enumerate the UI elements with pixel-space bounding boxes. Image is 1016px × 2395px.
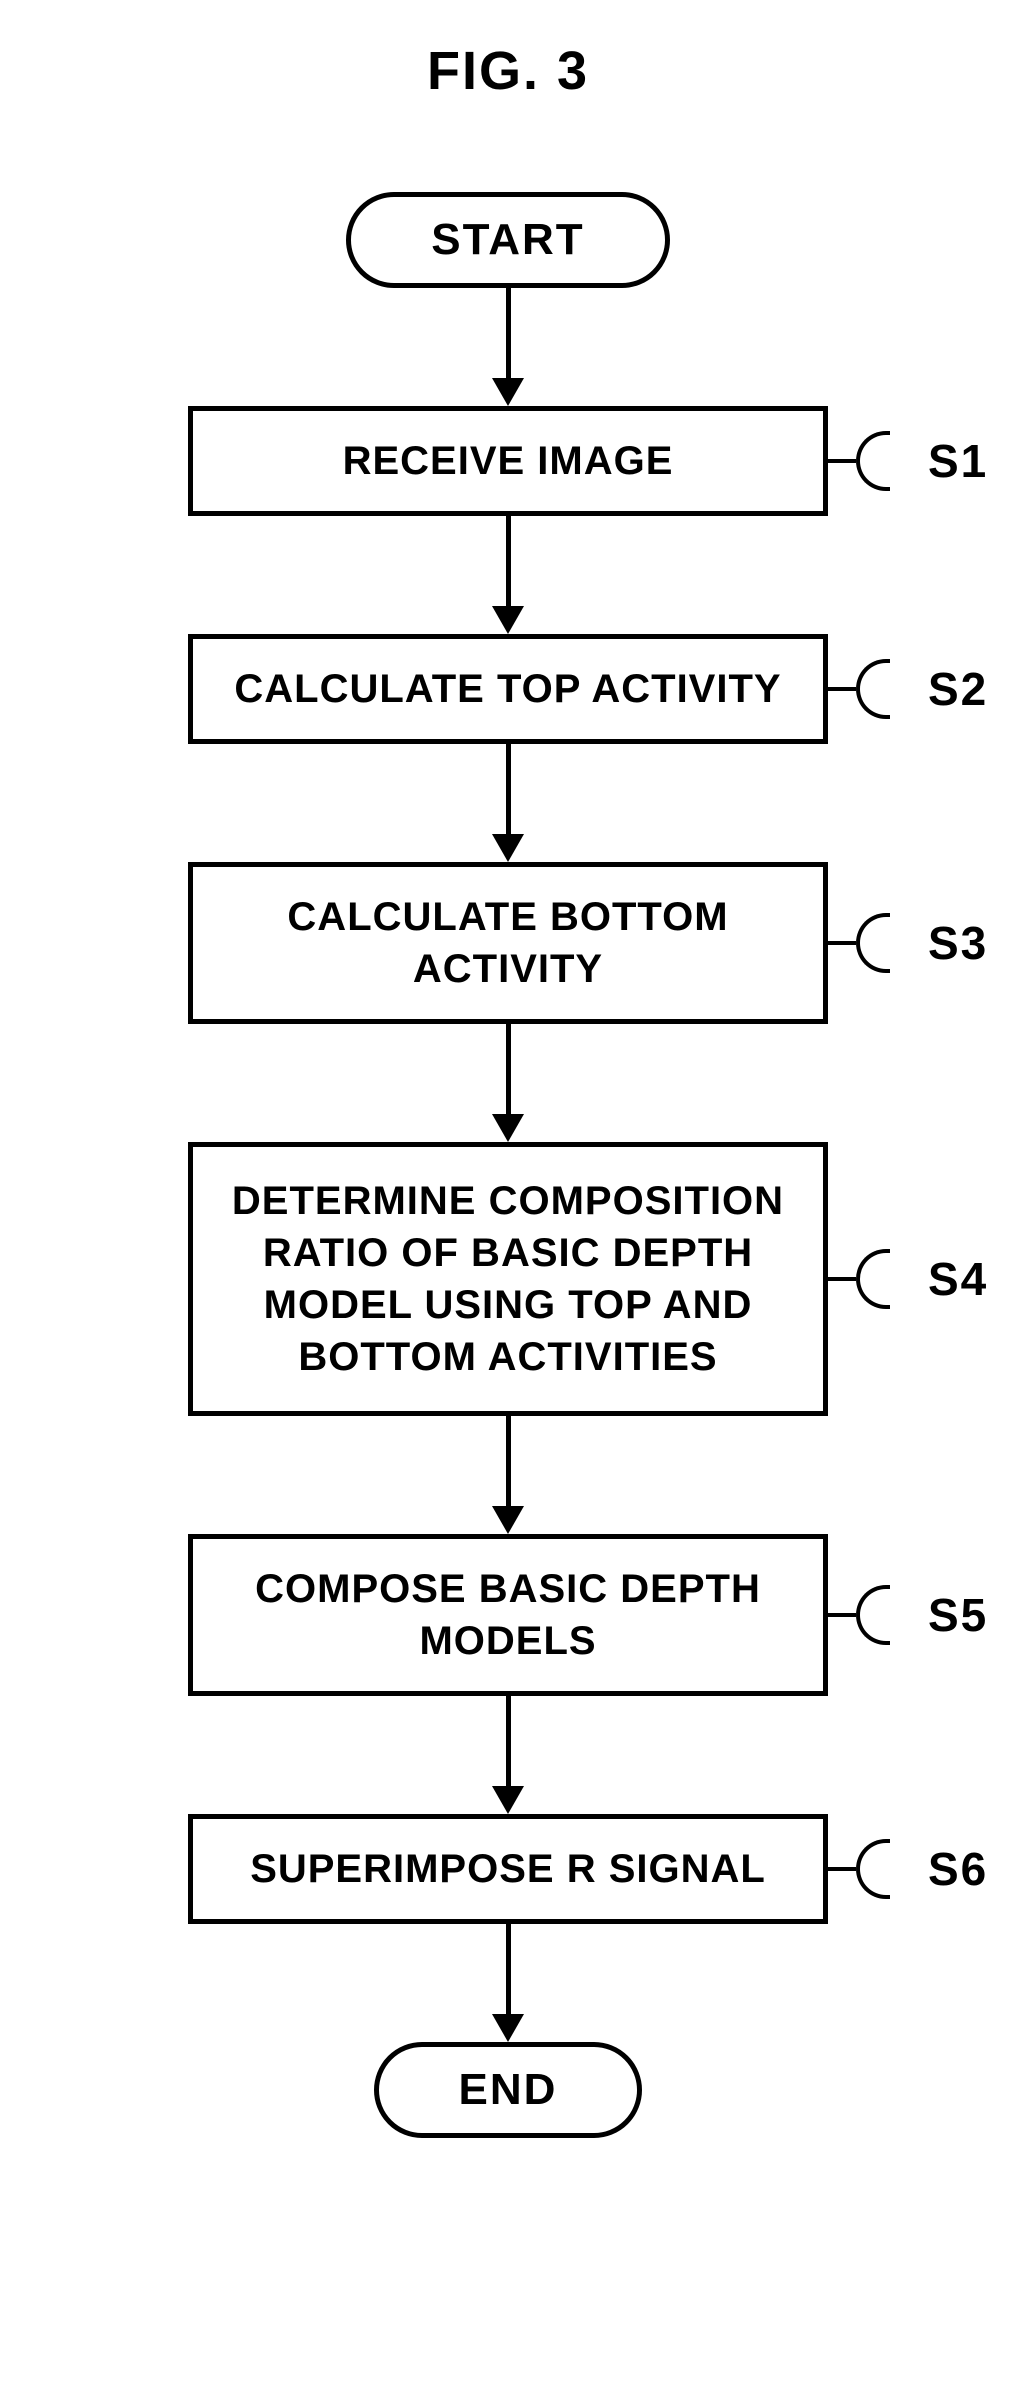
step-label-2: S2 — [928, 662, 988, 716]
connector — [828, 431, 890, 491]
arrow — [492, 744, 524, 862]
start-terminal: START — [346, 192, 669, 288]
step-label-3: S3 — [928, 916, 988, 970]
arrow — [492, 288, 524, 406]
flowchart: START RECEIVE IMAGE S1 CALCULATE TOP ACT… — [188, 192, 828, 2138]
arrow — [492, 516, 524, 634]
process-step-4: DETERMINE COMPOSITION RATIO OF BASIC DEP… — [188, 1142, 828, 1416]
arrow — [492, 1024, 524, 1142]
connector — [828, 913, 890, 973]
step-label-5: S5 — [928, 1588, 988, 1642]
connector — [828, 1585, 890, 1645]
connector — [828, 1249, 890, 1309]
connector — [828, 659, 890, 719]
process-step-2: CALCULATE TOP ACTIVITY — [188, 634, 828, 744]
process-step-1: RECEIVE IMAGE — [188, 406, 828, 516]
arrow — [492, 1924, 524, 2042]
step-label-1: S1 — [928, 434, 988, 488]
process-step-6: SUPERIMPOSE R SIGNAL — [188, 1814, 828, 1924]
arrow — [492, 1696, 524, 1814]
figure-title: FIG. 3 — [427, 40, 589, 102]
step-label-6: S6 — [928, 1842, 988, 1896]
process-step-3: CALCULATE BOTTOM ACTIVITY — [188, 862, 828, 1024]
step-label-4: S4 — [928, 1252, 988, 1306]
arrow — [492, 1416, 524, 1534]
end-terminal: END — [374, 2042, 643, 2138]
process-step-5: COMPOSE BASIC DEPTH MODELS — [188, 1534, 828, 1696]
connector — [828, 1839, 890, 1899]
